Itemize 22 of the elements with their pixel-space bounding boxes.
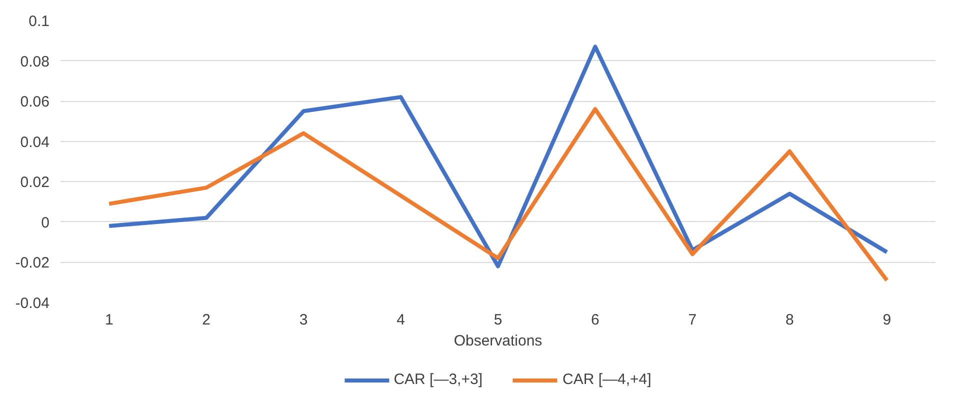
line-series	[107, 44, 889, 268]
x-tick-label: 9	[882, 312, 892, 328]
y-tick-label: 0.06	[20, 94, 50, 111]
x-tick-label: 2	[202, 312, 211, 328]
y-tick-label: 0	[41, 214, 50, 232]
y-tick-label: 0.02	[20, 174, 50, 192]
x-tick-label: 3	[299, 312, 308, 328]
legend-label: CAR [—4,+4]	[562, 371, 652, 388]
y-tick-label: -0.02	[15, 254, 50, 272]
x-tick-label: 7	[688, 312, 697, 328]
x-axis-title: Observations	[454, 332, 542, 350]
y-tick-label: 0.1	[28, 13, 50, 30]
y-tick-label: 0.08	[20, 53, 50, 70]
x-tick-label: 8	[785, 312, 794, 328]
x-tick-label: 5	[494, 312, 502, 328]
x-tick-label: 6	[591, 312, 600, 328]
x-tick-label: 1	[104, 312, 114, 328]
x-tick-label: 4	[396, 312, 405, 328]
legend-label: CAR [—3,+3]	[394, 371, 482, 388]
line-series	[107, 107, 889, 282]
y-tick-label: 0.04	[20, 134, 50, 151]
y-tick-label: -0.04	[15, 295, 50, 312]
